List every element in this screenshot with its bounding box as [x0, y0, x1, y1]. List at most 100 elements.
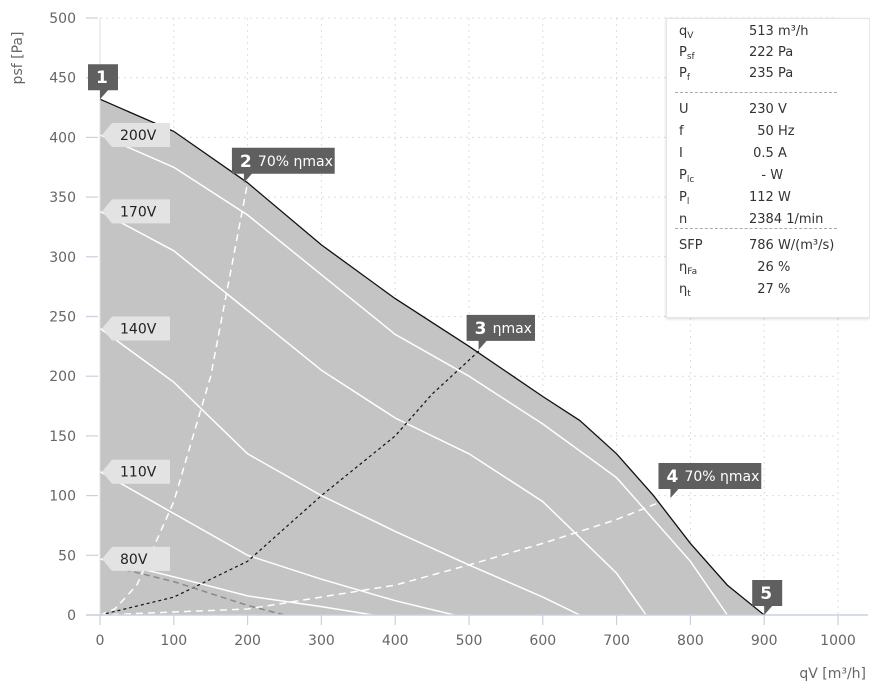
info-symbol-main: U: [679, 102, 689, 117]
x-tick-label: 600: [529, 633, 556, 649]
info-symbol-sub: lc: [686, 175, 695, 185]
y-tick-label: 450: [49, 71, 76, 87]
y-tick-label: 100: [49, 489, 76, 505]
info-symbol-sub: sf: [686, 52, 695, 62]
info-row: U 230 V: [679, 101, 859, 119]
info-symbol-main: η: [679, 282, 688, 297]
info-row: ηFa 26 %: [679, 259, 859, 277]
info-row: Pl 112 W: [679, 189, 859, 207]
info-symbol: ηt: [679, 281, 691, 303]
point-tag-bg: [88, 64, 118, 100]
x-tick-label: 800: [677, 633, 704, 649]
point-tag-text: ηmax: [493, 321, 532, 337]
speed-label-110V: 110V: [120, 465, 157, 481]
info-symbol-sub: l: [686, 197, 690, 207]
info-row: qV 513 m³/h: [679, 23, 859, 41]
operating-point-panel: qV 513 m³/h Psf 222 Pa Pf 235 Pa U 230 V f 50 Hz…: [666, 18, 870, 318]
point-tag-number: 2: [240, 152, 252, 172]
point-tags: 1 2 70% ηmax 3 ηmax 4 70% ηmax 5: [88, 64, 783, 615]
info-value: 112 W: [749, 190, 791, 205]
info-separator: [675, 92, 837, 93]
point-tag-text: 70% ηmax: [258, 154, 333, 170]
point-tag-4: 4 70% ηmax: [658, 462, 762, 498]
info-row: SFP 786 W/(m³/s): [679, 237, 859, 255]
info-row: Psf 222 Pa: [679, 44, 859, 62]
x-tick-label: 1000: [820, 633, 856, 649]
x-tick-label: 500: [456, 633, 483, 649]
info-symbol-main: P: [679, 190, 687, 205]
info-symbol-sub: f: [686, 73, 691, 83]
speed-label-bg: [102, 316, 170, 341]
info-value: 230 V: [749, 102, 787, 117]
info-symbol-main: n: [679, 212, 688, 227]
info-separator: [675, 228, 837, 229]
info-symbol-sub: t: [687, 289, 691, 299]
info-value: 0.5 A: [749, 146, 787, 161]
point-tag-1: 1: [88, 64, 118, 100]
x-tick-label: 100: [160, 633, 187, 649]
x-tick-label: 300: [308, 633, 335, 649]
info-row: n 2384 1/min: [679, 211, 859, 229]
operating-area: [100, 99, 765, 615]
info-symbol-main: f: [679, 124, 684, 139]
info-symbol: Pf: [679, 65, 690, 87]
envelope-curve: [99, 98, 765, 616]
x-tick-label: 400: [382, 633, 409, 649]
x-tick-label: 200: [234, 633, 261, 649]
info-value: 786 W/(m³/s): [749, 238, 835, 253]
reference-curve-4: [114, 566, 285, 616]
info-value: - W: [749, 168, 784, 183]
info-symbol-main: P: [679, 66, 687, 81]
y-tick-label: 400: [49, 130, 76, 146]
y-axis-title: psf [Pa]: [10, 32, 26, 85]
info-value: 2384 1/min: [749, 212, 824, 227]
point-tag-text: 70% ηmax: [684, 469, 759, 485]
point-tag-number: 3: [475, 319, 487, 339]
curve-labels: 200V 170V 140V 110V 80V: [102, 123, 170, 571]
info-symbol: Plc: [679, 167, 694, 189]
y-tick-label: 0: [67, 608, 76, 624]
point-tag-number: 5: [760, 584, 772, 604]
y-tick-label: 250: [49, 310, 76, 326]
info-value: 50 Hz: [749, 124, 795, 139]
point-tag-bg: [752, 580, 783, 615]
info-symbol: ηFa: [679, 259, 697, 281]
info-symbol-main: η: [679, 260, 688, 275]
info-symbol-sub: Fa: [687, 267, 698, 277]
info-symbol-sub: V: [687, 31, 694, 41]
info-symbol-main: SFP: [679, 238, 703, 253]
x-axis-title: qV [m³/h]: [799, 666, 866, 682]
info-row: Plc - W: [679, 167, 859, 185]
info-symbol-main: P: [679, 168, 687, 183]
reference-curve-1: [99, 182, 249, 616]
y-tick-label: 300: [49, 250, 76, 266]
point-tag-bg: [231, 147, 335, 183]
info-value: 235 Pa: [749, 66, 794, 81]
point-tag-2: 2 70% ηmax: [231, 147, 335, 183]
point-tag-3: 3 ηmax: [466, 314, 535, 350]
speed-label-200V: 200V: [120, 128, 157, 144]
info-value: 513 m³/h: [749, 24, 809, 39]
speed-label-bg: [102, 199, 170, 224]
x-tick-label: 700: [603, 633, 630, 649]
info-symbol: SFP: [679, 237, 703, 255]
info-symbol: I: [679, 145, 683, 163]
speed-label-140V: 140V: [120, 321, 157, 337]
point-tag-bg: [658, 462, 762, 498]
speed-label-bg: [102, 546, 170, 571]
info-symbol: qV: [679, 23, 693, 45]
speed-curve-170V: [99, 210, 647, 616]
speed-curve-200V: [99, 134, 728, 616]
info-value: 26 %: [749, 260, 791, 275]
speed-label-bg: [102, 123, 170, 148]
info-symbol-main: I: [679, 146, 683, 161]
info-symbol-main: P: [679, 45, 687, 60]
info-symbol-main: q: [679, 24, 688, 39]
series-layer: [99, 98, 765, 616]
info-row: Pf 235 Pa: [679, 65, 859, 83]
point-tag-5: 5: [752, 580, 783, 615]
reference-curve-3: [99, 497, 671, 616]
axes-layer: 0 50 100 150 200 250 300 350 400 450 500 0 100 200 300…: [49, 11, 868, 649]
y-tick-label: 350: [49, 190, 76, 206]
